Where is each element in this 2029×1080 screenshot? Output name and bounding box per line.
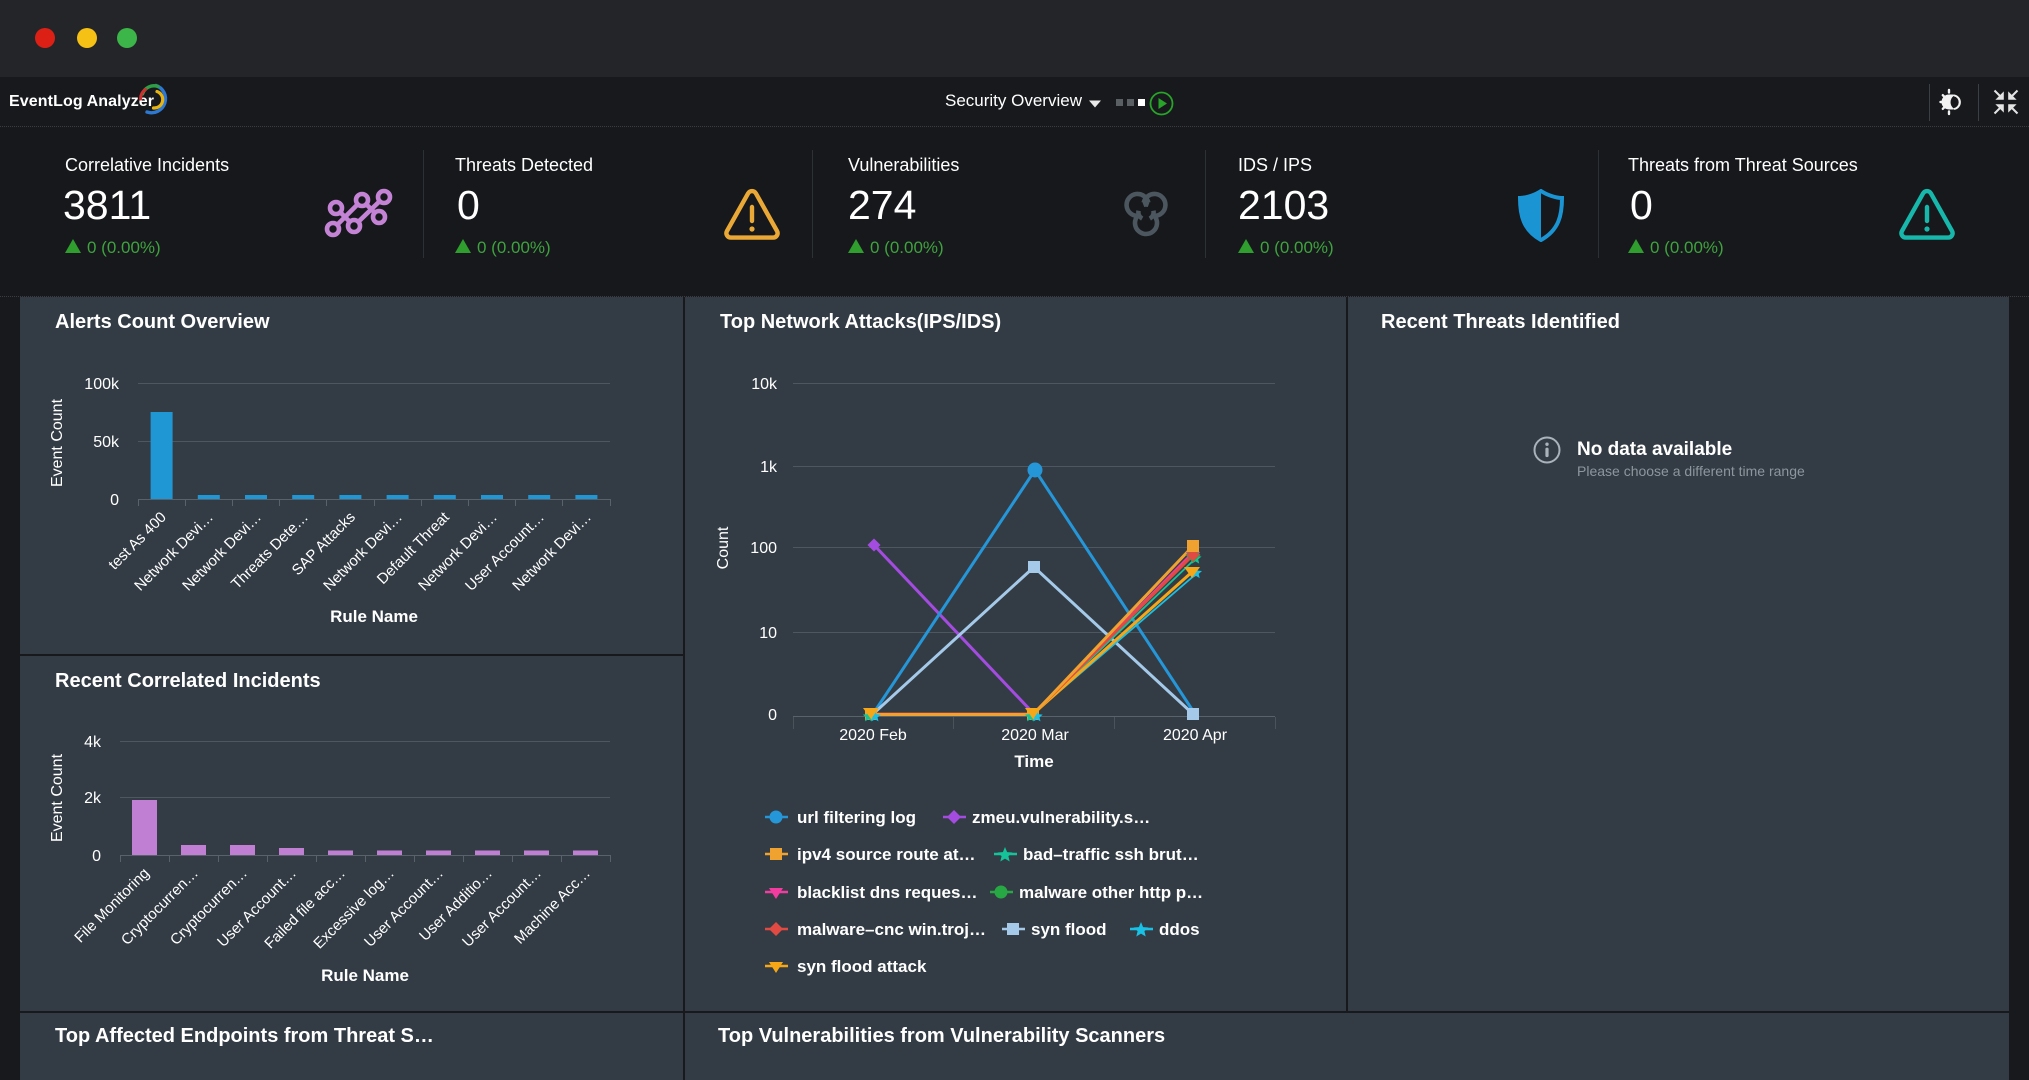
- svg-text:syn flood attack: syn flood attack: [797, 957, 927, 976]
- svg-text:10k: 10k: [751, 376, 778, 393]
- svg-text:Rule Name: Rule Name: [330, 607, 418, 626]
- svg-text:0: 0: [110, 492, 119, 509]
- svg-text:malware other http p…: malware other http p…: [1019, 883, 1203, 902]
- svg-text:bad–traffic ssh brut…: bad–traffic ssh brut…: [1023, 845, 1199, 864]
- svg-text:Rule Name: Rule Name: [321, 966, 409, 985]
- svg-text:2020 Mar: 2020 Mar: [1001, 727, 1069, 744]
- svg-text:syn flood: syn flood: [1031, 920, 1107, 939]
- svg-text:Count: Count: [715, 526, 732, 569]
- svg-text:2k: 2k: [84, 790, 102, 807]
- svg-text:100: 100: [750, 540, 777, 557]
- svg-text:1k: 1k: [760, 459, 778, 476]
- svg-text:Time: Time: [1014, 752, 1053, 771]
- svg-text:ipv4 source route at…: ipv4 source route at…: [797, 845, 976, 864]
- svg-text:2020 Feb: 2020 Feb: [839, 727, 907, 744]
- svg-text:10: 10: [759, 625, 777, 642]
- svg-text:0: 0: [768, 707, 777, 724]
- svg-text:2020 Apr: 2020 Apr: [1163, 727, 1228, 744]
- svg-text:0: 0: [92, 848, 101, 865]
- svg-text:Event Count: Event Count: [49, 398, 66, 487]
- svg-text:4k: 4k: [84, 734, 102, 751]
- svg-text:url filtering log: url filtering log: [797, 808, 916, 827]
- svg-text:Event Count: Event Count: [49, 753, 66, 842]
- svg-text:blacklist dns reques…: blacklist dns reques…: [797, 883, 977, 902]
- svg-text:ddos: ddos: [1159, 920, 1200, 939]
- svg-text:50k: 50k: [93, 434, 120, 451]
- svg-text:100k: 100k: [84, 376, 120, 393]
- svg-text:malware–cnc win.troj…: malware–cnc win.troj…: [797, 920, 986, 939]
- svg-text:zmeu.vulnerability.s…: zmeu.vulnerability.s…: [972, 808, 1150, 827]
